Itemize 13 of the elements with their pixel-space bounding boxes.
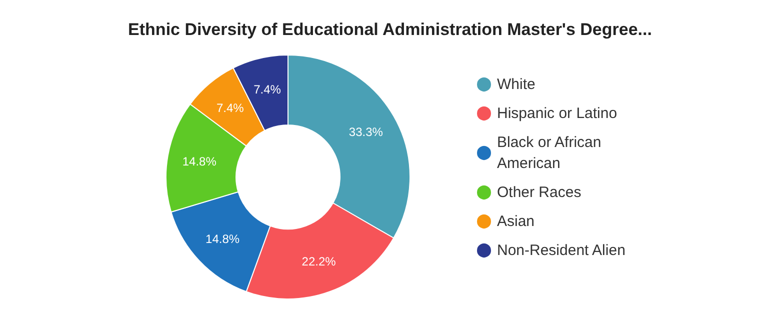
legend-label: Black or African American [497,134,606,172]
legend-label: Asian [497,213,535,230]
legend-label: Hispanic or Latino [497,105,618,122]
chart-title: Ethnic Diversity of Educational Administration Master's Degree... [128,20,652,39]
legend-label: Non-Resident Alien [497,242,626,259]
data-label: 22.2% [302,254,336,269]
legend-label: Other Races [497,184,582,201]
legend-label: White [497,76,536,93]
data-label: 7.4% [216,101,244,116]
data-label: 14.8% [206,232,240,246]
data-label: 14.8% [182,154,217,168]
data-label: 7.4% [254,82,282,96]
data-label: 33.3% [348,125,384,139]
